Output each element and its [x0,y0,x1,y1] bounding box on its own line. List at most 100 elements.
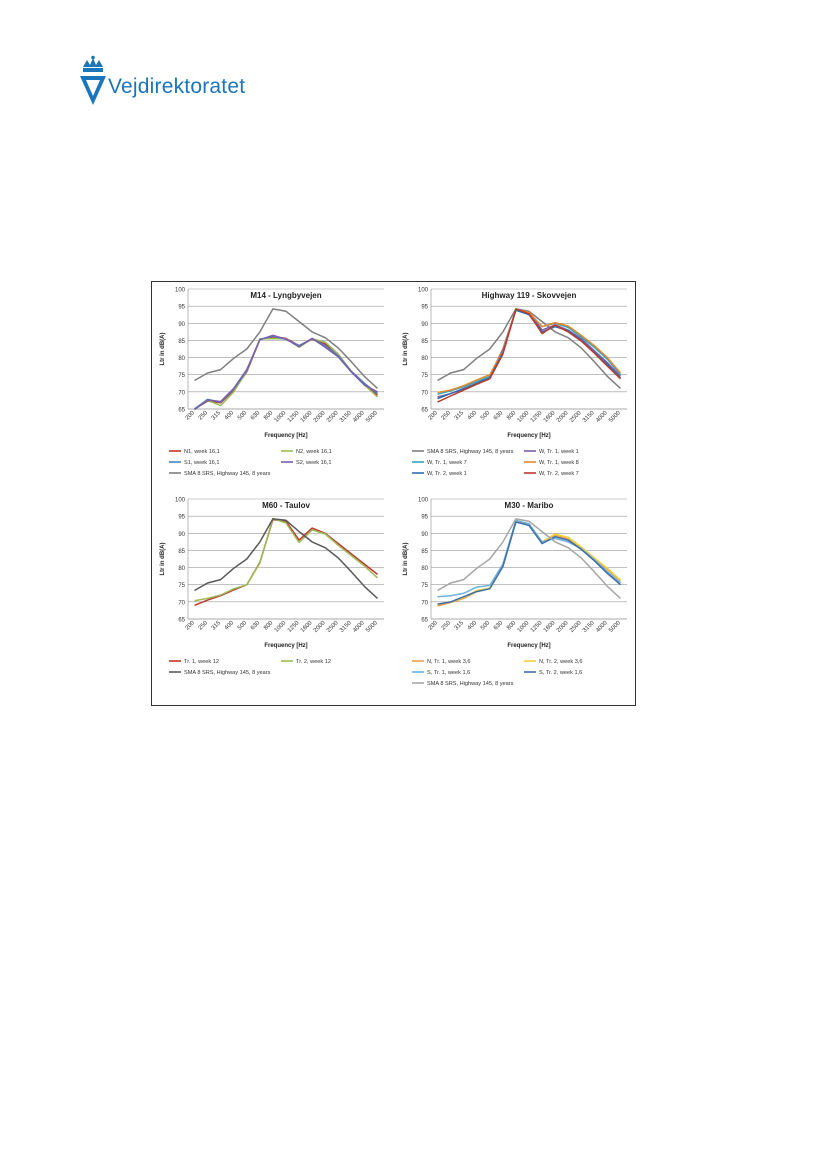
x-tick-label: 5000 [608,410,622,424]
chart-1: 65 70 75 80 85 90 95 100 200 250 315 400 500 630 800 10… [160,288,384,477]
x-tick-label: 1250 [530,410,544,424]
legend-label: SMA 8 SRS, Highway 145, 8 years [427,681,514,687]
y-axis-label: Ltr in dB(A) [160,543,166,576]
y-tick-label: 95 [178,305,185,311]
y-tick-label: 80 [178,356,185,362]
y-tick-label: 95 [421,515,428,521]
series-line-w-tr-1-week-8 [437,308,622,394]
y-tick-label: 75 [178,583,185,589]
figure-frame: 65 70 75 80 85 90 95 100 200 250 315 400 500 630 800 10… [151,281,636,706]
x-axis-label: Frequency [Hz] [507,643,550,649]
series-line-w-tr-1-week-1 [437,308,622,398]
series-line-s1-week-16-1 [194,335,378,410]
series-line-sma-8-srs-highway-145-8-years [194,308,379,389]
legend-label: S, Tr. 1, week 1,6 [427,670,470,676]
legend-label: N, Tr. 2, week 3,6 [539,659,583,665]
legend-label: N, Tr. 1, week 3,6 [427,659,471,665]
legend-label: SMA 8 SRS, Highway 145, 8 years [184,670,271,676]
x-tick-label: 315 [454,620,466,632]
x-tick-label: 5000 [365,620,379,634]
chart-title: M14 - Lyngbyvejen [250,291,321,300]
y-tick-label: 65 [421,408,428,414]
series-line-s-tr-2-week-1-6 [437,521,621,606]
x-tick-label: 630 [250,410,262,422]
x-tick-label: 500 [237,620,249,632]
crown-shield-icon [80,55,106,105]
series-line-n2-week-16-1 [194,337,379,410]
x-tick-label: 250 [441,410,453,422]
y-tick-label: 90 [421,322,428,328]
x-tick-label: 2000 [313,620,327,634]
y-tick-label: 80 [421,356,428,362]
y-tick-label: 75 [421,373,428,379]
x-tick-label: 2500 [326,620,340,634]
legend-label: S, Tr. 2, week 1,6 [539,670,582,676]
x-tick-label: 315 [211,620,223,632]
x-tick-label: 3150 [582,410,596,424]
x-tick-label: 4000 [352,410,366,424]
series-line-tr-2-week-12 [194,517,379,602]
y-tick-label: 100 [175,288,186,294]
x-tick-label: 500 [480,410,492,422]
x-tick-label: 2500 [569,620,583,634]
legend-label: Tr. 2, week 12 [296,659,331,665]
x-tick-label: 2500 [569,410,583,424]
x-axis-label: Frequency [Hz] [264,643,307,649]
y-tick-label: 75 [421,583,428,589]
x-tick-label: 315 [211,410,223,422]
y-tick-label: 95 [178,515,185,521]
x-tick-label: 400 [224,620,236,632]
logo-wordmark: Vejdirektoratet [108,75,246,98]
x-tick-label: 630 [493,620,505,632]
x-tick-label: 1000 [517,620,531,634]
x-tick-label: 1250 [287,620,301,634]
y-tick-label: 90 [178,532,185,538]
x-tick-label: 800 [506,410,518,422]
series-line-s-tr-1-week-1-6 [437,519,621,598]
chart-title: M60 - Taulov [262,501,310,510]
series-line-sma-8-srs-highway-145-8-years [437,518,622,599]
legend-label: W, Tr. 1, week 1 [539,449,579,455]
y-tick-label: 80 [178,566,185,572]
x-tick-label: 1000 [274,410,288,424]
y-tick-label: 70 [421,390,428,396]
chart-title: Highway 119 - Skovvejen [482,291,577,300]
x-tick-label: 1000 [274,620,288,634]
x-tick-label: 200 [428,410,440,422]
x-tick-label: 400 [467,620,479,632]
x-tick-label: 630 [493,410,505,422]
y-tick-label: 65 [178,618,185,624]
chart-2: 65 70 75 80 85 90 95 100 200 250 315 400 500 630 800 10… [403,288,627,477]
y-tick-label: 65 [421,618,428,624]
x-axis-label: Frequency [Hz] [507,433,550,439]
x-tick-label: 800 [263,410,275,422]
x-tick-label: 1600 [543,620,557,634]
legend-label: N2, week 16,1 [296,449,332,455]
x-tick-label: 5000 [608,620,622,634]
x-tick-label: 4000 [352,620,366,634]
x-tick-label: 250 [198,620,210,632]
y-tick-label: 100 [418,498,429,504]
y-tick-label: 100 [418,288,429,294]
x-tick-label: 200 [185,410,197,422]
legend-label: W, Tr. 2, week 7 [539,471,579,477]
x-tick-label: 200 [185,620,197,632]
y-tick-label: 85 [421,549,428,555]
y-tick-label: 90 [421,532,428,538]
x-tick-label: 400 [224,410,236,422]
y-tick-label: 85 [178,549,185,555]
y-tick-label: 85 [178,339,185,345]
x-tick-label: 1000 [517,410,531,424]
x-tick-label: 1250 [530,620,544,634]
y-axis-label: Ltr in dB(A) [403,333,409,366]
x-tick-label: 1600 [300,620,314,634]
vejdirektoratet-logo: Vejdirektoratet [78,55,278,110]
x-tick-label: 315 [454,410,466,422]
x-tick-label: 800 [263,620,275,632]
y-tick-label: 65 [178,408,185,414]
y-tick-label: 85 [421,339,428,345]
series-line-w-tr-2-week-7 [437,308,622,403]
y-tick-label: 80 [421,566,428,572]
legend-label: W, Tr. 2, week 1 [427,471,467,477]
x-tick-label: 200 [428,620,440,632]
